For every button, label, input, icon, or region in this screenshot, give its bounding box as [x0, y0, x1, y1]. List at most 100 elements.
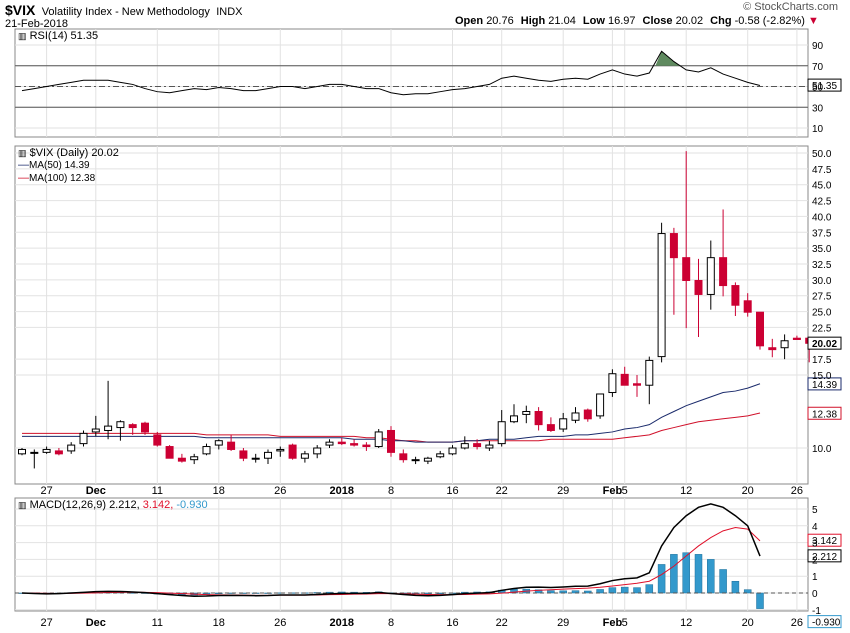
macd-tick-label: -1 — [812, 606, 821, 617]
ma100-legend: —MA(100) 12.38 — [18, 172, 119, 185]
macd-line — [21, 503, 761, 597]
price-legend-main-text: $VIX (Daily) 20.02 — [29, 147, 119, 159]
ma100-line-icon: — — [18, 172, 29, 184]
candle-body — [264, 451, 272, 459]
x-tick-label: 26 — [274, 485, 286, 497]
candle-body — [387, 429, 395, 453]
macd-histogram-bar — [743, 589, 752, 594]
rsi-value-badge: 51.35 — [812, 81, 837, 92]
macd-histogram-bar — [534, 589, 543, 594]
symbol: $VIX — [5, 2, 36, 18]
macd-histogram-bar — [645, 584, 654, 594]
candle-body — [682, 257, 691, 281]
macd-badge-box — [807, 615, 842, 629]
x-tick-label: 29 — [557, 617, 569, 629]
macd-tick-label: 0 — [812, 589, 818, 600]
price-tick-label: 47.5 — [812, 165, 832, 176]
rsi-panel: 51.35 — [15, 50, 842, 108]
x-tick-label: 22 — [496, 485, 508, 497]
candle-body — [756, 311, 764, 347]
down-arrow-icon: ▼ — [808, 15, 819, 27]
macd-histogram-bar — [756, 592, 764, 609]
candle-body — [633, 383, 641, 386]
macd-legend: ▥ MACD(12,26,9) 2.212, 3.142, -0.930 — [18, 499, 208, 511]
candle-body — [399, 453, 408, 461]
macd-badge-box — [807, 533, 842, 547]
candle-body — [719, 257, 728, 287]
price-legend: ▥ $VIX (Daily) 20.02 —MA(50) 14.39 —MA(1… — [18, 147, 119, 185]
candle-body — [768, 347, 777, 351]
candle-body — [374, 431, 383, 448]
candle-body — [608, 373, 617, 394]
macd-tick-label: 2 — [812, 555, 818, 566]
macd-histogram-bar — [670, 554, 678, 594]
candle-body — [177, 457, 186, 462]
open-label: Open — [455, 15, 484, 27]
x-tick-label: Feb — [603, 617, 623, 629]
candle-body — [141, 422, 149, 433]
x-tick-label: 26 — [791, 485, 803, 497]
x-tick-label: 26 — [274, 617, 286, 629]
x-tick-label: 8 — [388, 485, 394, 497]
macd-histogram-bar — [682, 552, 690, 594]
macd-legend-macd: 2.212, — [109, 499, 140, 511]
price-badge-box — [807, 406, 842, 420]
x-tick-label: 22 — [496, 617, 508, 629]
x-tick-label: 12 — [680, 617, 692, 629]
candle-body — [214, 440, 223, 446]
candle-body — [706, 257, 715, 295]
price-badge-box — [807, 336, 842, 350]
x-tick-label: 11 — [152, 485, 163, 497]
candle-body — [128, 424, 137, 429]
low-label: Low — [582, 15, 605, 27]
x-tick-label: 8 — [388, 617, 394, 629]
close-value: 20.02 — [675, 15, 704, 27]
price-badge-box — [807, 377, 842, 391]
grid-lines — [15, 29, 808, 611]
candle-body — [67, 444, 76, 452]
candle-body — [780, 340, 789, 349]
x-tick-label: 20 — [742, 617, 754, 629]
x-tick-label: 12 — [680, 485, 692, 497]
x-tick-label: 2018 — [330, 485, 354, 497]
x-tick-label: 16 — [446, 485, 458, 497]
x-tick-label: 16 — [446, 617, 458, 629]
price-badge: 14.39 — [812, 380, 837, 391]
candle-body — [596, 393, 605, 417]
candle-icon: ▥ — [18, 148, 27, 158]
candle-body — [30, 451, 39, 454]
ma50-line-icon: — — [18, 159, 29, 171]
candle-body — [485, 444, 494, 449]
candle-body — [534, 411, 543, 426]
candle-body — [116, 421, 125, 429]
price-tick-label: 15.0 — [812, 371, 832, 382]
x-tick-label: Dec — [86, 617, 106, 629]
x-tick-label: 11 — [152, 617, 163, 629]
price-tick-label: 27.5 — [812, 292, 832, 303]
candle-body — [276, 448, 285, 452]
candle-body — [350, 443, 359, 446]
exchange: INDX — [216, 6, 243, 18]
rsi-legend: ▥ RSI(14) 51.35 — [18, 30, 98, 42]
index-name: Volatility Index - New Methodology — [41, 6, 210, 18]
candle-body — [546, 424, 555, 431]
rsi-value-badge-box — [807, 78, 842, 92]
ma50-legend-text: MA(50) 14.39 — [29, 160, 90, 171]
candle-body — [18, 448, 26, 455]
macd-histogram-bar — [719, 569, 727, 594]
x-tick-label: 5 — [622, 485, 628, 497]
macd-histogram-bar — [633, 587, 641, 594]
macd-histogram-bar — [694, 554, 703, 594]
candle-body — [202, 446, 211, 455]
rsi-tick-label: 10 — [812, 124, 824, 135]
macd-histogram-bar — [731, 580, 740, 594]
candle-body — [448, 447, 457, 455]
candle-body — [460, 443, 469, 449]
macd-panel: 3.142 2.212 -0.930 — [15, 503, 842, 629]
candle-body — [227, 441, 236, 450]
price-tick-label: 45.0 — [812, 181, 832, 192]
rsi-tick-label: 50 — [812, 83, 824, 94]
high-value: 21.04 — [548, 15, 576, 27]
macd-histogram-bar — [596, 589, 604, 594]
